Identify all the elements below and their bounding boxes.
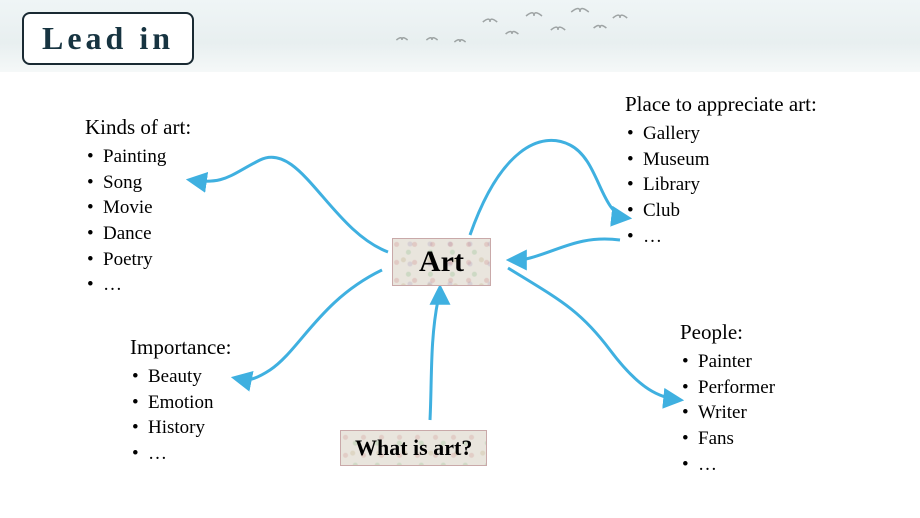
list-item: Emotion [148, 390, 231, 416]
list-item: Song [103, 170, 191, 196]
arrow [470, 140, 628, 235]
node-importance-title: Importance: [130, 335, 231, 360]
arrow [235, 270, 382, 380]
list-item: Performer [698, 375, 775, 401]
list-item: … [643, 224, 817, 250]
arrow [430, 288, 440, 420]
node-people: People: PainterPerformerWriterFans… [680, 320, 775, 477]
node-kinds-title: Kinds of art: [85, 115, 191, 140]
question-label: What is art? [355, 435, 472, 460]
slide: Lead in Art What is art? Kinds of art: P… [0, 0, 920, 518]
list-item: Writer [698, 400, 775, 426]
list-item: Club [643, 198, 817, 224]
title-box: Lead in [22, 12, 194, 65]
node-place-title: Place to appreciate art: [625, 92, 817, 117]
list-item: Poetry [103, 247, 191, 273]
list-item: Library [643, 172, 817, 198]
list-item: … [148, 441, 231, 467]
center-label: Art [419, 245, 464, 278]
node-kinds-list: PaintingSongMovieDancePoetry… [85, 144, 191, 298]
node-place-list: GalleryMuseumLibraryClub… [625, 121, 817, 249]
list-item: Museum [643, 147, 817, 173]
list-item: Beauty [148, 364, 231, 390]
node-importance: Importance: BeautyEmotionHistory… [130, 335, 231, 467]
arrow [510, 239, 620, 260]
node-people-list: PainterPerformerWriterFans… [680, 349, 775, 477]
list-item: Painter [698, 349, 775, 375]
node-importance-list: BeautyEmotionHistory… [130, 364, 231, 467]
list-item: Dance [103, 221, 191, 247]
list-item: History [148, 415, 231, 441]
question-box: What is art? [340, 430, 487, 466]
node-place: Place to appreciate art: GalleryMuseumLi… [625, 92, 817, 249]
list-item: Gallery [643, 121, 817, 147]
arrow [508, 268, 680, 400]
node-kinds: Kinds of art: PaintingSongMovieDancePoet… [85, 115, 191, 298]
node-people-title: People: [680, 320, 775, 345]
list-item: … [698, 452, 775, 478]
title-text: Lead in [42, 20, 174, 56]
center-node: Art [392, 238, 491, 286]
arrow [190, 157, 388, 252]
list-item: Fans [698, 426, 775, 452]
list-item: … [103, 272, 191, 298]
list-item: Movie [103, 195, 191, 221]
list-item: Painting [103, 144, 191, 170]
